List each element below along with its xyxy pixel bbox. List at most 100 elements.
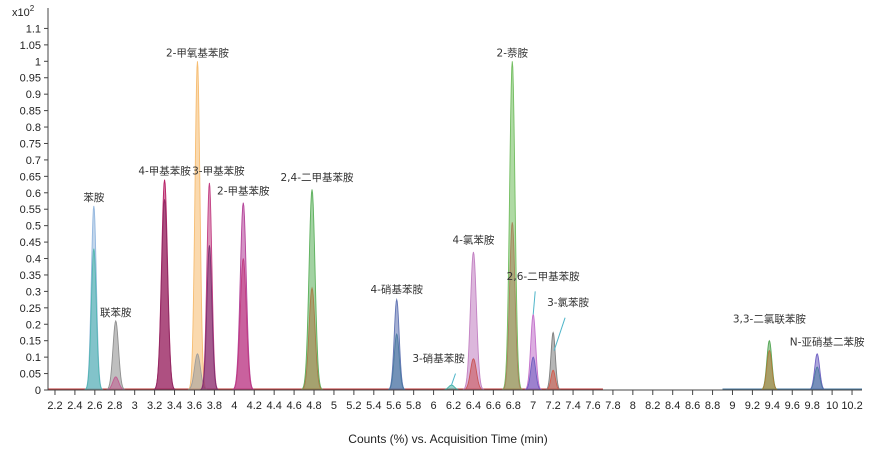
y-multiplier-exponent: 2 bbox=[30, 4, 35, 13]
x-tick-label: 9.2 bbox=[745, 400, 760, 412]
y-tick-label: 1 bbox=[35, 56, 41, 68]
x-tick-label: 4.2 bbox=[247, 400, 262, 412]
x-tick-label: 8.8 bbox=[705, 400, 720, 412]
x-tick-label: 2.2 bbox=[47, 400, 62, 412]
y-tick-label: 0.05 bbox=[20, 369, 41, 381]
x-tick-label: 8 bbox=[630, 400, 636, 412]
plot-area bbox=[48, 61, 862, 391]
peak-label: 2,4-二甲基苯胺 bbox=[281, 171, 354, 184]
x-tick-label: 6.2 bbox=[446, 400, 461, 412]
x-tick-label: 5 bbox=[331, 400, 337, 412]
peak-20 bbox=[501, 222, 524, 391]
x-tick-label: 9 bbox=[729, 400, 735, 412]
peak-6 bbox=[187, 61, 208, 391]
peak-28 bbox=[806, 366, 828, 391]
peak-label: 2,6-二甲基苯胺 bbox=[507, 270, 580, 283]
y-multiplier: x102 bbox=[12, 4, 35, 19]
peak-label: 苯胺 bbox=[83, 191, 104, 204]
x-tick-label: 7.4 bbox=[565, 400, 580, 412]
x-tick-label: 8.6 bbox=[685, 400, 700, 412]
leader-line-2 bbox=[553, 317, 566, 351]
peak-21 bbox=[522, 312, 544, 391]
x-tick-label: 7.6 bbox=[585, 400, 600, 412]
x-tick-label: 7 bbox=[530, 400, 536, 412]
x-tick-label: 2.4 bbox=[67, 400, 82, 412]
axes: 0 0.05 0.1 0.15 0.2 0.25 0.3 0.35 0.4 0.45 0.5 0.55… bbox=[20, 8, 863, 412]
x-tick-label: 8.2 bbox=[645, 400, 660, 412]
x-tick-label: 9.4 bbox=[765, 400, 780, 412]
y-tick-label: 0.9 bbox=[26, 89, 41, 101]
peak-24 bbox=[543, 369, 563, 391]
x-tick-label: 9.8 bbox=[805, 400, 820, 412]
y-tick-label: 0.75 bbox=[20, 138, 41, 150]
x-tick-label: 7.8 bbox=[605, 400, 620, 412]
x-tick-label: 5.4 bbox=[366, 400, 381, 412]
x-tick-label: 4.8 bbox=[306, 400, 321, 412]
peak-label: 4-硝基苯胺 bbox=[370, 283, 423, 296]
y-tick-label: 0.3 bbox=[26, 286, 41, 298]
peak-label: 2-萘胺 bbox=[497, 46, 529, 59]
x-tick-label: 3.4 bbox=[167, 400, 182, 412]
x-tick-label: 2.6 bbox=[87, 400, 102, 412]
x-tick-label: 5.6 bbox=[386, 400, 401, 412]
peak-9 bbox=[198, 245, 220, 391]
peak-label: 2-甲氧基苯胺 bbox=[166, 46, 229, 59]
x-tick-label: 6.4 bbox=[466, 400, 481, 412]
y-tick-label: 0.7 bbox=[26, 155, 41, 167]
peak-label: 2-甲基苯胺 bbox=[217, 184, 270, 197]
y-tick-label: 0.55 bbox=[20, 204, 41, 216]
peak-17 bbox=[461, 251, 486, 391]
y-tick-label: 0.1 bbox=[26, 352, 41, 364]
peak-2 bbox=[104, 319, 128, 391]
y-tick-label: 1.1 bbox=[26, 23, 41, 35]
peak-18 bbox=[461, 358, 486, 391]
x-tick-label: 3.6 bbox=[187, 400, 202, 412]
x-tick-label: 6 bbox=[431, 400, 437, 412]
peak-5 bbox=[152, 199, 177, 391]
x-tick-label: 6.6 bbox=[486, 400, 501, 412]
y-tick-label: 0.5 bbox=[26, 221, 41, 233]
x-tick-label: 7.2 bbox=[545, 400, 560, 412]
peak-3 bbox=[103, 376, 128, 391]
x-tick-label: 9.6 bbox=[785, 400, 800, 412]
peak-label: 3,3-二氯联苯胺 bbox=[733, 313, 806, 326]
x-tick-label: 4.6 bbox=[286, 400, 301, 412]
peak-label: 4-氯苯胺 bbox=[452, 234, 494, 247]
y-tick-label: 0.6 bbox=[26, 188, 41, 200]
y-tick-label: 0.4 bbox=[26, 254, 41, 266]
x-tick-label: 10.2 bbox=[841, 400, 862, 412]
leader-line-1 bbox=[532, 291, 536, 315]
y-tick-label: 0.25 bbox=[20, 303, 41, 315]
x-tick-label: 2.8 bbox=[107, 400, 122, 412]
y-tick-label: 0.65 bbox=[20, 171, 41, 183]
x-tick-label: 3.2 bbox=[147, 400, 162, 412]
x-tick-label: 4.4 bbox=[267, 400, 282, 412]
peak-1 bbox=[83, 248, 105, 391]
peak-22 bbox=[522, 356, 544, 391]
peak-label: 4-甲基苯胺 bbox=[138, 165, 191, 178]
y-tick-label: 0.2 bbox=[26, 319, 41, 331]
peak-13 bbox=[299, 286, 325, 391]
y-tick-label: 0 bbox=[35, 385, 41, 397]
y-tick-label: 0.95 bbox=[20, 73, 41, 85]
peak-15 bbox=[386, 333, 408, 391]
y-tick-label: 1.05 bbox=[20, 40, 41, 52]
x-tick-label: 4 bbox=[231, 400, 237, 412]
x-tick-label: 3 bbox=[132, 400, 138, 412]
peak-label: 联苯胺 bbox=[100, 306, 132, 319]
x-tick-label: 5.2 bbox=[346, 400, 361, 412]
y-tick-label: 0.35 bbox=[20, 270, 41, 282]
peak-label: 3-硝基苯胺 bbox=[412, 352, 465, 365]
y-tick-label: 0.45 bbox=[20, 237, 41, 249]
x-tick-label: 10 bbox=[826, 400, 838, 412]
x-tick-label: 5.8 bbox=[406, 400, 421, 412]
x-tick-label: 8.4 bbox=[665, 400, 680, 412]
y-tick-label: 0.15 bbox=[20, 336, 41, 348]
x-tick-label: 3.8 bbox=[207, 400, 222, 412]
y-tick-label: 0.85 bbox=[20, 106, 41, 118]
x-axis-title: Counts (%) vs. Acquisition Time (min) bbox=[348, 432, 547, 446]
peak-label: 3-甲基苯胺 bbox=[192, 165, 245, 178]
x-tick-label: 6.8 bbox=[506, 400, 521, 412]
